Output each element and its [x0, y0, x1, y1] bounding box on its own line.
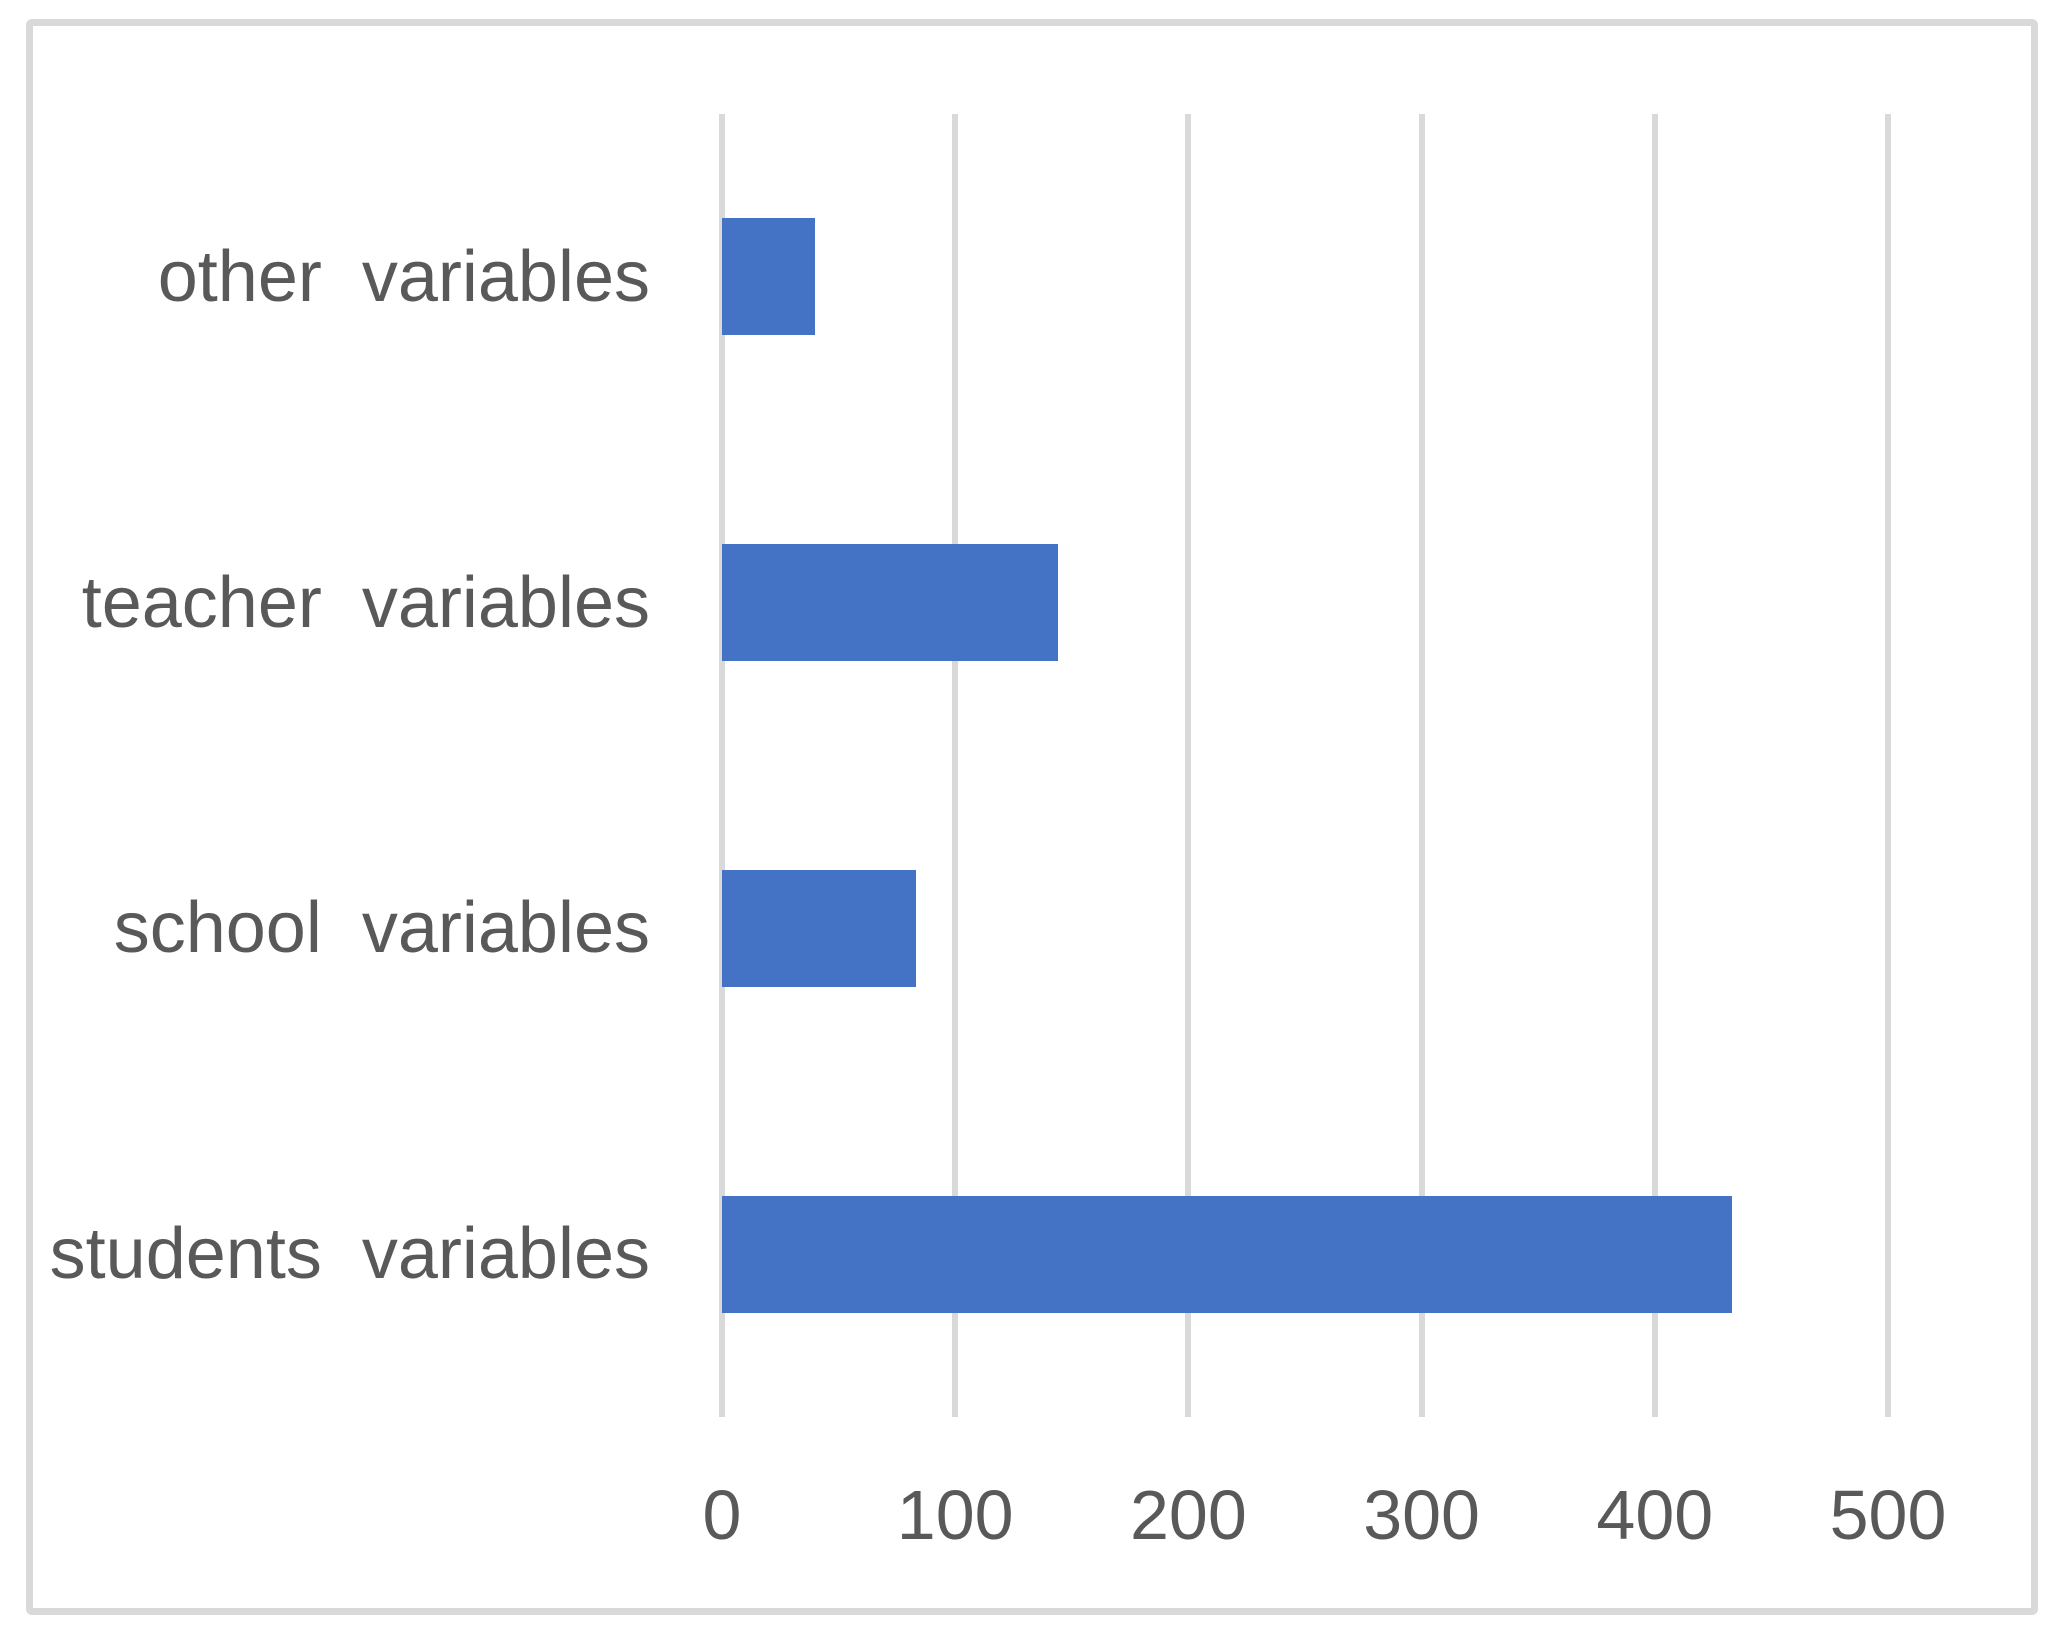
bar-other-variables — [722, 218, 816, 336]
gridline-200 — [1185, 114, 1192, 1417]
category-label-other-variables: other variables — [157, 236, 650, 317]
category-label-teacher-variables: teacher variables — [81, 562, 650, 643]
x-tick-label-300: 300 — [1363, 1476, 1480, 1554]
chart-border — [26, 19, 2038, 1615]
x-tick-label-200: 200 — [1129, 1476, 1247, 1554]
category-label-students-variables: students variables — [49, 1214, 650, 1295]
gridline-400 — [1651, 114, 1658, 1417]
gridline-300 — [1418, 114, 1425, 1417]
x-tick-label-0: 0 — [702, 1476, 742, 1554]
bar-teacher-variables — [722, 544, 1058, 662]
gridline-100 — [952, 114, 959, 1417]
category-label-school-variables: school variables — [113, 888, 650, 969]
gridline-500 — [1885, 114, 1891, 1417]
x-tick-label-500: 500 — [1829, 1476, 1947, 1554]
gridline-0 — [719, 114, 725, 1417]
bar-students-variables — [722, 1195, 1732, 1313]
x-tick-label-400: 400 — [1596, 1476, 1714, 1554]
x-tick-label-100: 100 — [896, 1476, 1014, 1554]
bar-school-variables — [722, 869, 916, 987]
